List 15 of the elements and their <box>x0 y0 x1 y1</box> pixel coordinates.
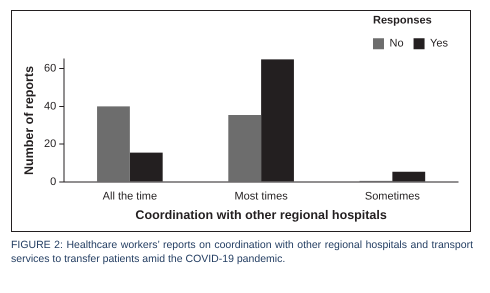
y-tick-label: 60 <box>44 62 56 75</box>
bar <box>228 115 262 182</box>
x-tick-label: Sometimes <box>364 190 420 202</box>
x-tick-label: All the time <box>102 190 158 202</box>
y-tick-label: 0 <box>50 176 56 188</box>
legend-label: Yes <box>430 38 448 50</box>
y-axis-title: Number of reports <box>22 66 36 176</box>
bar <box>97 106 130 182</box>
caption: FIGURE 2: Healthcare workers’ reports on coordination with other regional hospitals and transport services to transfer patients amid the COVID-19 pandemic. <box>11 238 473 266</box>
x-tick-label: Most times <box>234 190 288 202</box>
legend-title: Responses <box>372 14 432 27</box>
y-tick-label: 20 <box>44 138 56 150</box>
y-tick-label: 40 <box>44 100 56 112</box>
legend-label: No <box>389 38 404 50</box>
x-axis-title: Coordination with other regional hospitals <box>135 208 387 222</box>
